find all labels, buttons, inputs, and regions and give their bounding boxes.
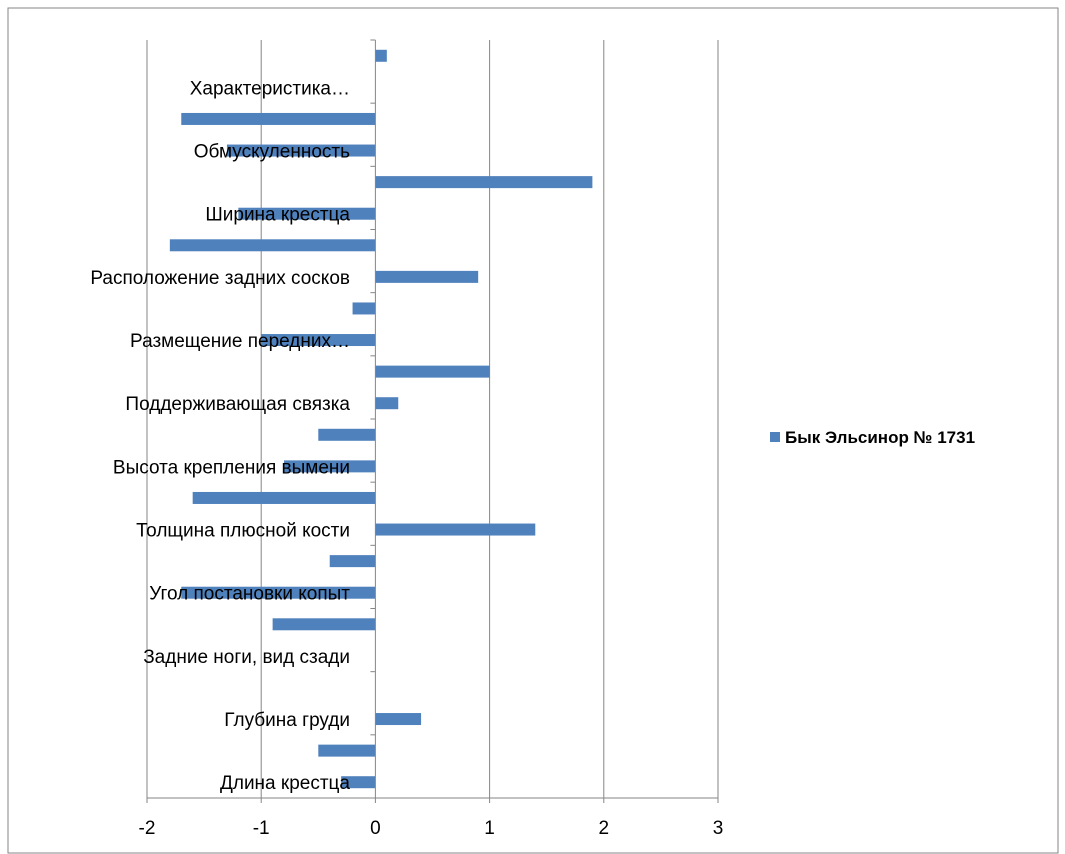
bar (238, 207, 376, 220)
bar (181, 586, 376, 599)
bar (375, 176, 593, 189)
category-label: Высота крепления вымени (113, 457, 350, 478)
category-label: Ширина крестца (205, 205, 350, 226)
chart-border (7, 7, 1059, 854)
gridlines (146, 40, 719, 798)
value-axis: -2 -1 0 1 2 3 (139, 39, 724, 839)
bar (284, 460, 376, 473)
value-tick-label: 1 (484, 818, 495, 839)
bar (375, 523, 536, 536)
category-axis: Длина крестца Глубина груди Задние ноги, в… (90, 78, 350, 794)
legend: Бык Эльсинор № 1731 (770, 428, 975, 447)
bar (375, 49, 387, 62)
value-tick-label: 0 (370, 818, 381, 839)
value-tick-label: -1 (253, 818, 270, 839)
bar (375, 365, 490, 378)
bar (169, 239, 376, 252)
value-tick-label: 3 (713, 818, 724, 839)
category-label: Обмускуленность (194, 142, 350, 163)
category-label: Характеристика… (190, 78, 350, 99)
bar (375, 270, 479, 283)
category-label: Длина крестца (220, 773, 350, 794)
category-label: Расположение задних сосков (90, 268, 350, 289)
value-tick-label: 2 (599, 818, 610, 839)
bar (341, 776, 376, 789)
bar (226, 144, 376, 157)
category-label: Задние ноги, вид сзади (143, 647, 350, 668)
bar (272, 618, 376, 631)
category-label: Размещение передних… (130, 331, 350, 352)
bar (375, 397, 399, 410)
legend-label: Бык Эльсинор № 1731 (785, 428, 975, 447)
bar (318, 744, 376, 757)
bar (261, 334, 376, 347)
bars (169, 49, 593, 789)
bar (352, 302, 376, 315)
category-label: Толщина плюсной кости (136, 521, 350, 542)
value-tick-label: -2 (139, 818, 156, 839)
bar (181, 112, 376, 125)
bar (375, 713, 422, 726)
category-label: Поддерживающая связка (125, 394, 350, 415)
bar (192, 491, 376, 504)
category-label: Глубина груди (224, 710, 350, 731)
category-label: Угол постановки копыт (149, 584, 350, 605)
bar (318, 428, 376, 441)
bar (329, 555, 376, 568)
legend-swatch (770, 432, 780, 442)
